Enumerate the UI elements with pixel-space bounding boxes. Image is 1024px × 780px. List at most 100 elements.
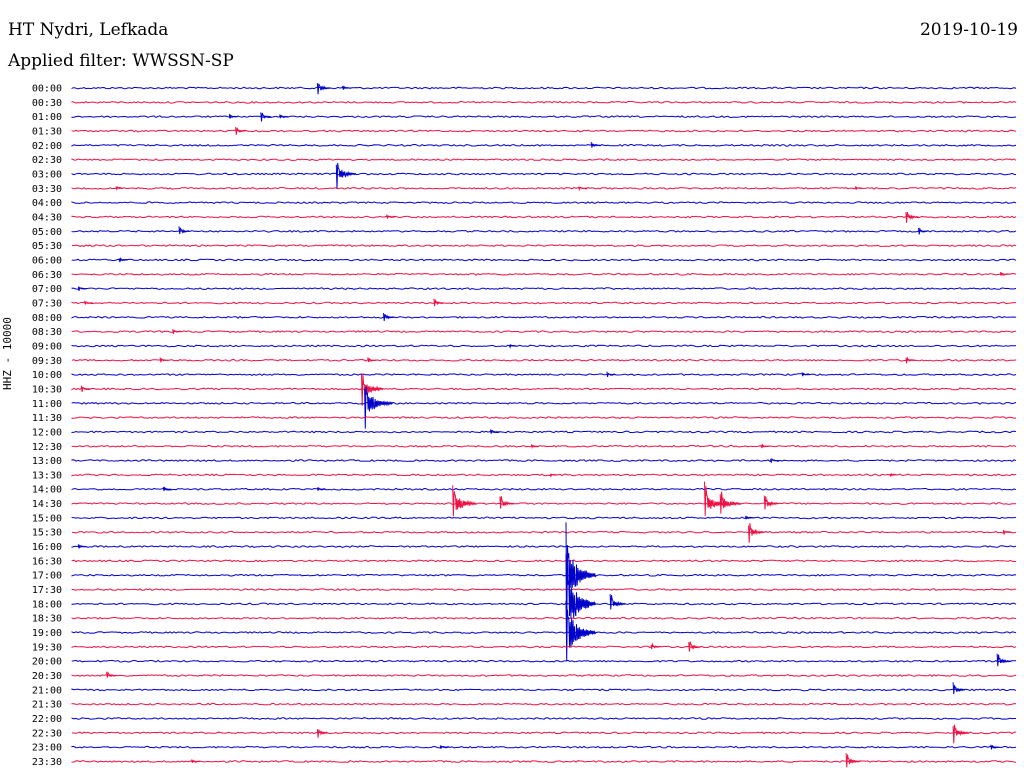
trace-line — [71, 545, 1017, 548]
seismic-event — [316, 729, 329, 738]
trace-line — [71, 401, 1017, 405]
trace-line — [71, 287, 1017, 290]
trace-label: 20:00 — [32, 657, 62, 668]
trace-label: 04:30 — [32, 212, 62, 223]
trace-line — [71, 143, 1017, 147]
seismic-event — [383, 313, 395, 322]
seismic-event — [499, 496, 515, 509]
trace-label: 15:00 — [32, 513, 62, 524]
seismic-event — [316, 487, 326, 491]
seismic-event — [855, 186, 863, 190]
trace-label: 05:00 — [32, 227, 62, 238]
seismic-event — [996, 653, 1012, 667]
trace-line — [72, 244, 1017, 248]
trace-line — [71, 530, 1017, 534]
seismic-event — [118, 257, 128, 263]
trace-label: 08:00 — [32, 313, 62, 324]
seismic-event — [590, 142, 601, 148]
trace-line — [71, 186, 1017, 190]
trace-line — [71, 416, 1017, 420]
seismic-event — [889, 472, 898, 478]
trace-label: 23:00 — [32, 743, 62, 754]
seismic-event — [801, 372, 811, 377]
seismic-event — [999, 272, 1009, 276]
trace-line — [71, 229, 1017, 233]
seismic-event — [439, 745, 449, 749]
trace-line — [71, 344, 1017, 348]
trace-label: 20:30 — [32, 671, 62, 682]
trace-line — [71, 315, 1017, 319]
trace-label: 10:30 — [32, 384, 62, 395]
seismic-event — [172, 329, 182, 334]
date-label: 2019-10-19 — [919, 20, 1018, 40]
trace-label: 21:00 — [32, 685, 62, 696]
seismic-event — [606, 371, 616, 378]
seismic-event — [704, 481, 729, 516]
trace-label: 05:30 — [32, 241, 62, 252]
seismic-event — [279, 114, 289, 119]
trace-line — [71, 502, 1016, 505]
trace-line — [71, 129, 1017, 133]
trace-labels: 00:00 00:30 01:00 01:30 02:00 02:30 03:00 03:30… — [32, 84, 62, 769]
seismic-event — [578, 186, 588, 192]
seismic-event — [990, 744, 1000, 750]
trace-label: 03:30 — [32, 184, 62, 195]
seismic-event — [770, 457, 780, 463]
trace-label: 02:30 — [32, 155, 62, 166]
seismic-event — [452, 485, 477, 517]
trace-label: 16:00 — [32, 542, 62, 553]
seismic-event — [367, 357, 377, 363]
trace-label: 07:30 — [32, 298, 62, 309]
trace-line — [71, 430, 1017, 434]
trace-label: 06:30 — [32, 270, 62, 281]
seismic-event — [905, 211, 919, 223]
seismic-event — [80, 385, 91, 393]
trace-line — [71, 215, 1017, 219]
trace-line — [71, 731, 1017, 735]
seismic-event — [235, 126, 246, 135]
trace-label: 14:30 — [32, 499, 62, 510]
trace-line — [71, 158, 1017, 162]
trace-label: 02:00 — [32, 141, 62, 152]
seismic-event — [744, 515, 754, 520]
trace-label: 13:00 — [32, 456, 62, 467]
trace-label: 01:00 — [32, 112, 62, 123]
trace-line — [71, 588, 1017, 591]
trace-label: 11:30 — [32, 413, 62, 424]
trace-line — [71, 258, 1017, 262]
trace-label: 18:00 — [32, 599, 62, 610]
trace-line — [71, 373, 1017, 377]
seismic-event — [106, 671, 117, 678]
seismic-event — [1002, 529, 1012, 535]
trace-line — [71, 115, 1017, 119]
seismic-event — [650, 642, 661, 650]
trace-label: 16:30 — [32, 556, 62, 567]
trace-label: 09:00 — [32, 341, 62, 352]
filter-label: Applied filter: WWSSN-SP — [8, 51, 234, 71]
seismic-event — [760, 443, 770, 449]
trace-label: 08:30 — [32, 327, 62, 338]
trace-line — [71, 717, 1016, 720]
seismic-event — [763, 495, 779, 510]
trace-line — [71, 745, 1017, 749]
seismic-event — [952, 724, 969, 744]
seismic-event — [905, 356, 916, 364]
trace-label: 11:00 — [32, 399, 62, 410]
seismic-event — [433, 298, 444, 307]
seismic-event — [84, 300, 94, 305]
trace-label: 09:30 — [32, 356, 62, 367]
trace-label: 15:30 — [32, 528, 62, 539]
seismic-event — [490, 429, 500, 434]
trace-line — [71, 444, 1017, 448]
seismic-event — [565, 522, 596, 627]
trace-label: 17:30 — [32, 585, 62, 596]
seismic-event — [178, 226, 190, 235]
seismic-event — [549, 473, 558, 478]
seismic-event — [77, 286, 87, 292]
seismic-event — [115, 186, 124, 192]
trace-line — [71, 573, 1017, 577]
seismic-event — [845, 753, 861, 768]
trace-line — [71, 201, 1017, 205]
trace-label: 17:00 — [32, 571, 62, 582]
trace-line — [71, 674, 1017, 677]
